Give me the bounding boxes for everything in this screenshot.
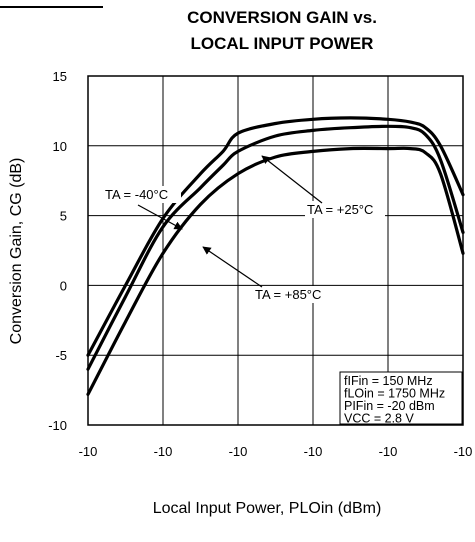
plot-frame <box>87 75 464 426</box>
y-tick-labels: 15 10 5 0 -5 -10 <box>48 69 67 433</box>
x-tick-label-2: -10 <box>229 444 248 459</box>
y-tick-label-4: -5 <box>55 348 67 363</box>
y-tick-label-1: 10 <box>53 139 67 154</box>
x-tick-label-0: -10 <box>79 444 98 459</box>
y-tick-label-3: 0 <box>60 278 67 293</box>
annotation-plus85-bg <box>253 286 333 303</box>
annotation-plus25: TA = +25°C <box>307 202 373 217</box>
annotation-minus40-bg <box>103 186 181 203</box>
condition-if-power: PIFin = -20 dBm <box>344 399 435 413</box>
condition-if-freq: fIFin = 150 MHz <box>344 374 433 388</box>
y-tick-label-0: 15 <box>53 69 67 84</box>
annotation-minus40: TA = -40°C <box>105 187 168 202</box>
annotation-plus85: TA = +85°C <box>255 287 321 302</box>
y-tick-label-2: 5 <box>60 209 67 224</box>
series-line-plus85 <box>86 146 465 396</box>
condition-lo-freq: fLOin = 1750 MHz <box>344 387 445 401</box>
annotation-plus25-arrow <box>261 155 323 204</box>
annotation-plus25-bg <box>305 201 385 218</box>
x-axis-label: Local Input Power, PLOin (dBm) <box>153 500 382 517</box>
y-axis-label: Conversion Gain, CG (dB) <box>8 158 25 345</box>
x-tick-label-5: -10 <box>454 444 473 459</box>
chart-title-line-2: LOCAL INPUT POWER <box>191 34 374 53</box>
x-tick-label-3: -10 <box>304 444 323 459</box>
y-tick-label-5: -10 <box>48 418 67 433</box>
condition-vcc: VCC = 2.8 V <box>344 412 414 426</box>
annotation-minus40-arrow <box>137 204 183 230</box>
series-lines <box>86 116 465 396</box>
series-line-plus25 <box>86 124 465 371</box>
annotation-plus85-arrow <box>202 246 263 288</box>
x-tick-label-4: -10 <box>379 444 398 459</box>
x-tick-labels: -10 -10 -10 -10 -10 -10 <box>79 444 473 459</box>
x-tick-label-1: -10 <box>154 444 173 459</box>
conditions-box <box>339 371 463 425</box>
series-line-minus40 <box>86 116 465 357</box>
chart-title-line-1: CONVERSION GAIN vs. <box>187 8 377 27</box>
